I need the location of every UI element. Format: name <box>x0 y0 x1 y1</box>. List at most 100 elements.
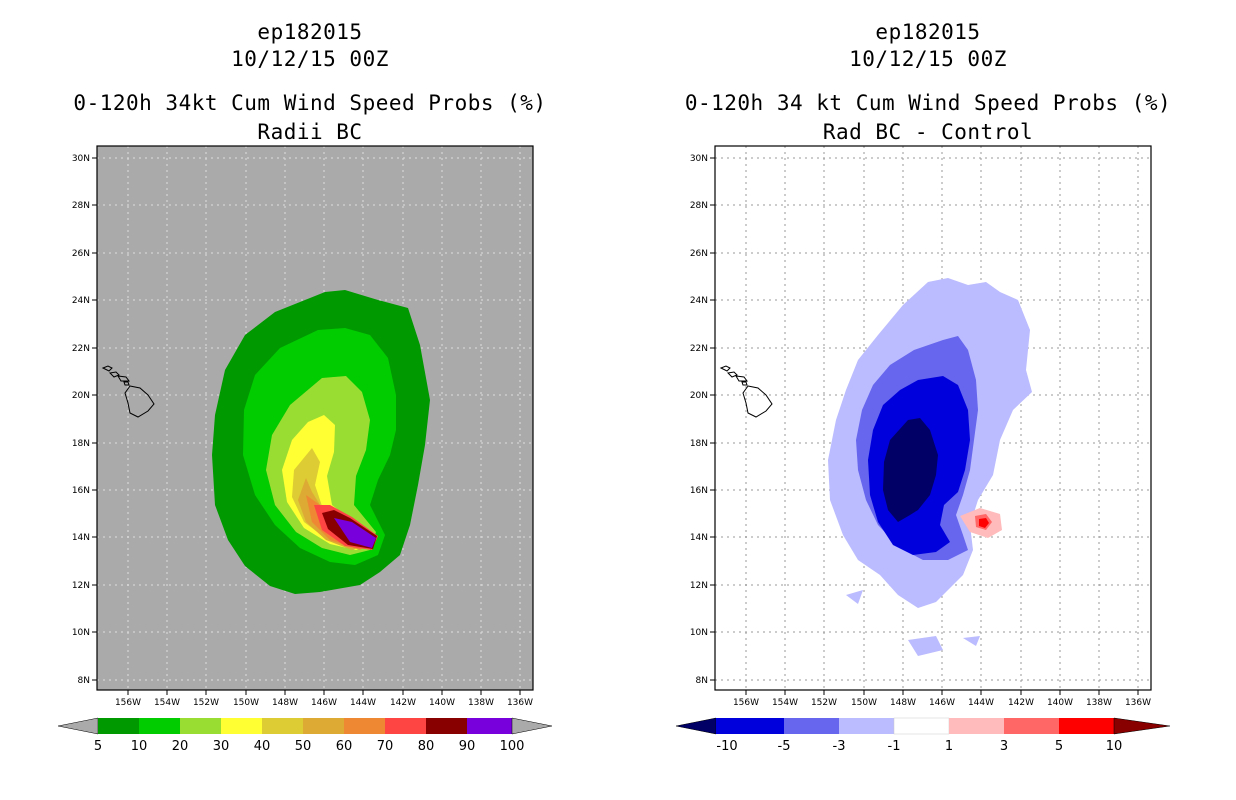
colorbar-right-arrow <box>511 717 553 735</box>
contour-plus5 <box>979 518 989 528</box>
colorbar-swatch <box>303 718 344 734</box>
panel-radii-bc: ep182015 10/12/15 00Z 0-120h 34kt Cum Wi… <box>57 20 553 754</box>
lat-label: 24N <box>72 296 90 306</box>
contour-minus1-spot <box>846 590 863 604</box>
lat-label: 30N <box>690 154 708 164</box>
lon-label: 152W <box>193 698 219 708</box>
lon-label: 140W <box>1047 698 1073 708</box>
lon-label: 150W <box>851 698 877 708</box>
colorbar-label: 10 <box>131 739 148 754</box>
lon-labels: 156W 154W 152W 150W 148W 146W 144W 142W … <box>115 698 533 708</box>
hawaii-islands <box>719 365 773 418</box>
colorbar-label: 5 <box>1055 739 1063 754</box>
contour-90pct <box>334 518 376 548</box>
lon-label: 146W <box>311 698 337 708</box>
colorbar-label: -10 <box>716 739 737 754</box>
colorbar-swatch <box>262 718 303 734</box>
lat-label: 26N <box>72 249 90 259</box>
lon-label: 138W <box>468 698 494 708</box>
storm-id: ep182015 <box>257 20 363 44</box>
map-figure: 30N 28N 26N 24N 22N 20N 18N 16N 14N 12N … <box>675 145 1171 754</box>
lat-label: 28N <box>72 201 90 211</box>
colorbar-swatch <box>716 718 784 734</box>
lon-label: 148W <box>890 698 916 708</box>
colorbar-swatch <box>426 718 467 734</box>
colorbar-label: 3 <box>1000 739 1008 754</box>
lat-label: 26N <box>690 249 708 259</box>
colorbar-label: 100 <box>500 739 525 754</box>
colorbar-label: -3 <box>833 739 846 754</box>
probability-contours <box>212 290 430 594</box>
lat-label: 20N <box>690 391 708 401</box>
lat-tick-marks <box>92 157 97 681</box>
lat-label: 28N <box>690 201 708 211</box>
map-frame <box>714 145 1152 691</box>
lat-label: 10N <box>690 628 708 638</box>
colorbar-label: 70 <box>377 739 394 754</box>
colorbar-swatch <box>1004 718 1059 734</box>
lat-label: 14N <box>72 533 90 543</box>
lon-label: 152W <box>811 698 837 708</box>
colorbar-swatch <box>180 718 221 734</box>
difference-contours <box>828 278 1032 656</box>
subtitle: Rad BC - Control <box>822 120 1034 144</box>
lon-tick-marks <box>127 690 521 695</box>
contour-minus1-spot <box>963 636 980 646</box>
colorbar-left-arrow <box>57 717 99 735</box>
colorbar-swatch <box>784 718 839 734</box>
map-frame <box>96 145 534 691</box>
lon-label: 140W <box>429 698 455 708</box>
colorbar-label: 10 <box>1106 739 1123 754</box>
lon-label: 136W <box>1125 698 1151 708</box>
lon-label: 144W <box>968 698 994 708</box>
lat-label: 16N <box>72 486 90 496</box>
colorbar-swatch <box>221 718 262 734</box>
lon-label: 154W <box>154 698 180 708</box>
colorbar-label: 1 <box>945 739 953 754</box>
lon-label: 146W <box>929 698 955 708</box>
lat-label: 8N <box>696 676 708 686</box>
lat-label: 16N <box>690 486 708 496</box>
lon-label: 136W <box>507 698 533 708</box>
lon-label: 142W <box>390 698 416 708</box>
lat-label: 30N <box>72 154 90 164</box>
subtitle: Radii BC <box>257 120 363 144</box>
lat-labels: 30N 28N 26N 24N 22N 20N 18N 16N 14N 12N … <box>72 154 90 686</box>
contour-minus1-spot <box>908 636 943 656</box>
colorbar-swatch <box>385 718 426 734</box>
product-title: 0-120h 34 kt Cum Wind Speed Probs (%) <box>684 91 1172 115</box>
colorbar-swatch <box>1059 718 1114 734</box>
lat-label: 18N <box>72 439 90 449</box>
lon-label: 150W <box>233 698 259 708</box>
lon-label: 142W <box>1008 698 1034 708</box>
lat-label: 22N <box>690 344 708 354</box>
colorbar-label: 50 <box>295 739 312 754</box>
colorbar-right-arrow <box>1113 717 1171 735</box>
lon-tick-marks <box>745 690 1139 695</box>
lon-label: 144W <box>350 698 376 708</box>
lat-tick-marks <box>710 157 715 681</box>
lat-labels: 30N 28N 26N 24N 22N 20N 18N 16N 14N 12N … <box>690 154 708 686</box>
lat-label: 12N <box>690 581 708 591</box>
lon-label: 156W <box>115 698 141 708</box>
datetime: 10/12/15 00Z <box>231 47 389 71</box>
colorbar-label: 30 <box>213 739 230 754</box>
colorbar-label: -1 <box>888 739 901 754</box>
colorbar-label: -5 <box>778 739 791 754</box>
lat-label: 14N <box>690 533 708 543</box>
colorbar-label: 20 <box>172 739 189 754</box>
colorbar-swatch <box>98 718 139 734</box>
colorbar-swatch <box>839 718 894 734</box>
lat-label: 10N <box>72 628 90 638</box>
hawaii-islands <box>101 365 155 418</box>
contour-minus10 <box>883 418 938 522</box>
colorbar-swatch <box>893 717 950 735</box>
colorbar: -10 -5 -3 -1 1 3 5 10 <box>675 717 1171 754</box>
map-figure: 30N 28N 26N 24N 22N 20N 18N 16N 14N 12N … <box>57 145 553 754</box>
lon-label: 138W <box>1086 698 1112 708</box>
lon-label: 148W <box>272 698 298 708</box>
lat-label: 20N <box>72 391 90 401</box>
colorbar: 5 10 20 30 40 50 60 70 80 90 100 <box>57 717 553 754</box>
lat-label: 12N <box>72 581 90 591</box>
colorbar-swatch <box>467 718 512 734</box>
